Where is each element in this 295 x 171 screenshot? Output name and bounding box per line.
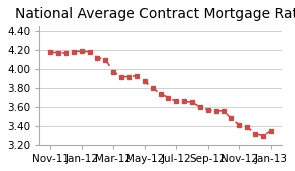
Title: National Average Contract Mortgage Rate: National Average Contract Mortgage Rate bbox=[15, 7, 295, 21]
